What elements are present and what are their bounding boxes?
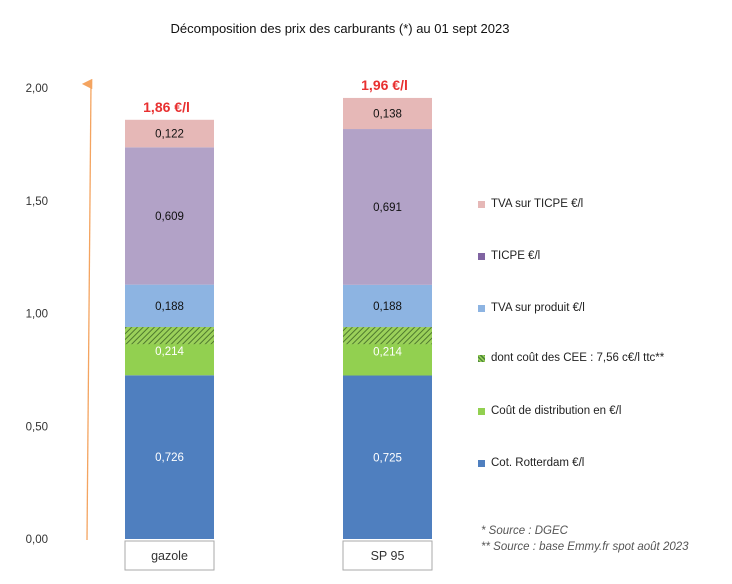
source-note-1: * Source : DGEC	[481, 525, 568, 537]
data-label: 0,609	[155, 211, 184, 223]
bar-segment	[343, 375, 432, 539]
y-tick-label: 1,50	[26, 196, 48, 208]
data-label: 0,188	[155, 301, 184, 313]
trend-arrow	[81, 78, 93, 541]
data-label: 0,188	[373, 301, 402, 313]
source-note-2: ** Source : base Emmy.fr spot août 2023	[481, 541, 689, 553]
data-label: 0,214	[155, 346, 184, 358]
category-label: SP 95	[371, 549, 405, 563]
legend-swatch	[478, 407, 485, 415]
bar-segment	[125, 147, 214, 285]
bar-segment-cee	[125, 327, 214, 345]
y-tick-label: 2,00	[26, 83, 48, 95]
legend-swatch	[478, 304, 485, 312]
data-label: 0,726	[155, 452, 184, 464]
legend-item: TICPE €/l	[478, 250, 540, 262]
data-label: 0,691	[373, 202, 402, 214]
legend-item: dont coût des CEE : 7,56 c€/l ttc**	[478, 352, 664, 364]
y-tick-label: 0,50	[26, 421, 48, 433]
data-label: 0,122	[155, 129, 184, 141]
legend-item: Coût de distribution en €/l	[478, 405, 621, 417]
legend-swatch	[478, 200, 485, 208]
bar-segment	[125, 119, 214, 148]
legend-item: Cot. Rotterdam €/l	[478, 457, 584, 469]
bar-segment	[343, 284, 432, 328]
total-label: 1,96 €/l	[361, 77, 408, 93]
bar-segment-cee	[343, 327, 432, 345]
data-label: 0,725	[373, 452, 402, 464]
legend-label: TICPE €/l	[491, 250, 541, 262]
category-box	[342, 540, 433, 571]
legend-label: Coût de distribution en €/l	[491, 405, 622, 417]
y-tick-label: 1,00	[26, 309, 48, 321]
category-label: gazole	[151, 549, 188, 563]
legend-item: TVA sur produit €/l	[478, 302, 585, 314]
category-box	[124, 540, 215, 571]
bar-segment	[125, 284, 214, 328]
bar-segment	[125, 375, 214, 539]
legend-label: dont coût des CEE : 7,56 c€/l ttc**	[491, 352, 665, 364]
bar-segment	[343, 97, 432, 130]
legend-label: Cot. Rotterdam €/l	[491, 457, 585, 469]
y-tick-label: 0,00	[26, 534, 48, 546]
bar-segment	[343, 129, 432, 285]
data-label: 0,138	[373, 108, 402, 120]
legend-swatch	[478, 354, 485, 362]
legend-label: TVA sur TICPE €/l	[491, 198, 584, 210]
legend-label: TVA sur produit €/l	[491, 302, 585, 314]
chart-title: Décomposition des prix des carburants (*…	[170, 21, 510, 36]
legend-item: TVA sur TICPE €/l	[478, 198, 583, 210]
data-label: 0,214	[373, 346, 402, 358]
legend-swatch	[478, 252, 485, 260]
total-label: 1,86 €/l	[143, 99, 190, 115]
legend-swatch	[478, 459, 485, 467]
